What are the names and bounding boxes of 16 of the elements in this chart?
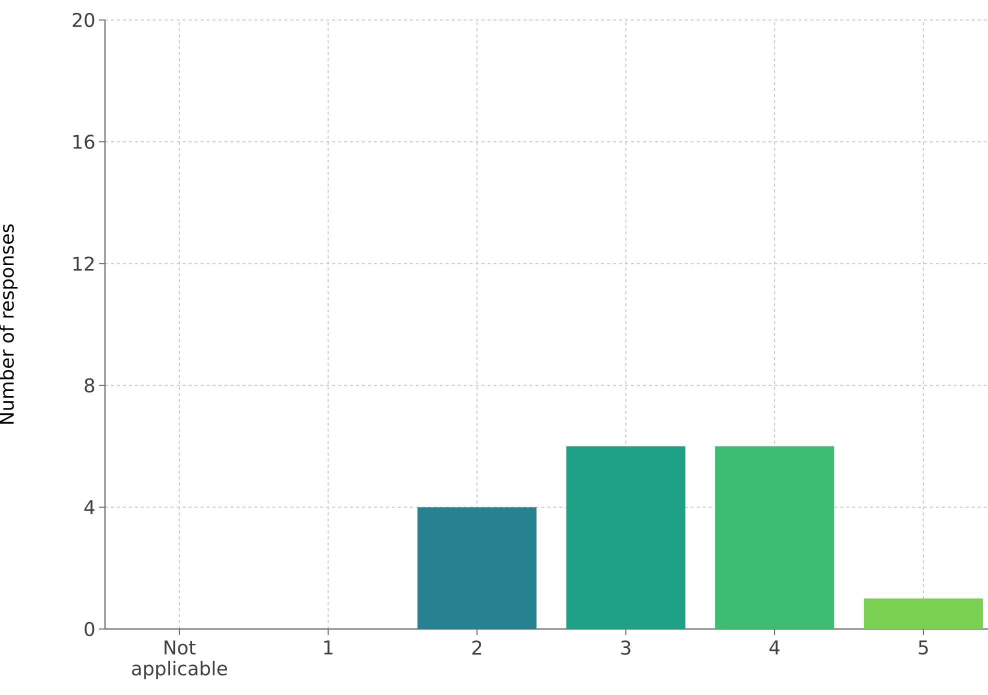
- y-tick-label: 4: [84, 500, 94, 514]
- x-tick-label: 3: [621, 640, 630, 655]
- bar: [566, 446, 686, 629]
- bar: [864, 598, 983, 629]
- y-tick-label: 16: [73, 134, 94, 149]
- bar: [417, 507, 537, 629]
- x-tick-label: 4: [770, 640, 780, 654]
- x-tick-label: 2: [472, 640, 482, 655]
- x-tick-label: 5: [918, 640, 928, 655]
- y-tick-label: 8: [84, 378, 94, 393]
- y-tick-label: 12: [73, 256, 94, 271]
- y-tick-label: 0: [84, 622, 94, 636]
- bar: [715, 446, 834, 629]
- y-tick-label: 20: [72, 12, 94, 28]
- x-tick-label: 1: [324, 640, 332, 654]
- x-tick-label: Not applicable: [132, 640, 227, 680]
